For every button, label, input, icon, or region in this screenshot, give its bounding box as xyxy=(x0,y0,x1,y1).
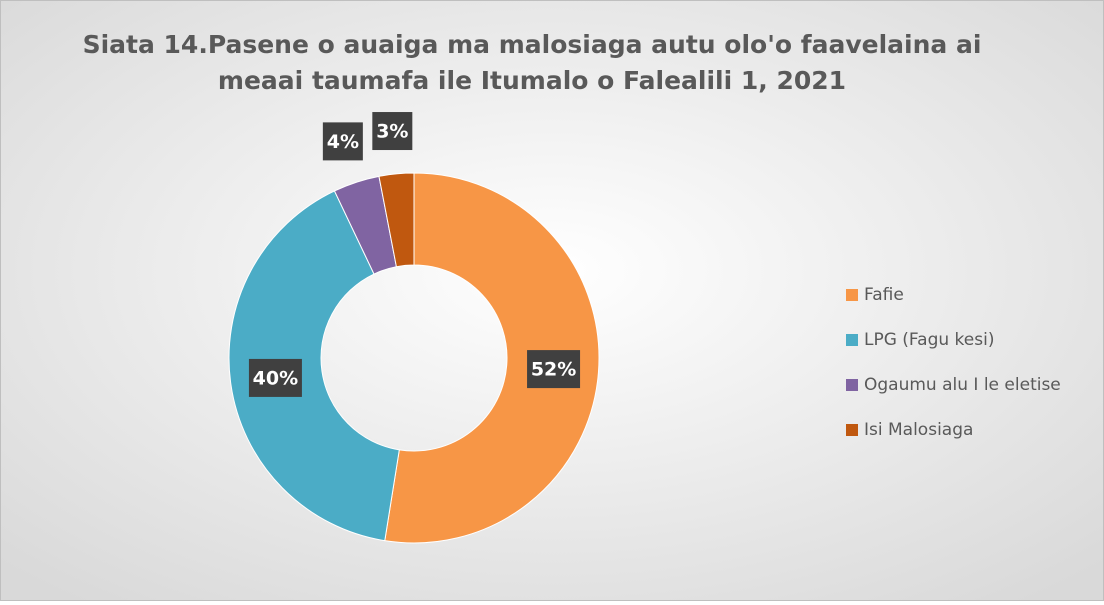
legend-label: Isi Malosiaga xyxy=(864,420,973,440)
data-label-box xyxy=(322,122,363,161)
chart-title: Siata 14.Pasene o auaiga ma malosiaga au… xyxy=(83,30,982,59)
data-label-box xyxy=(527,350,581,389)
legend-swatch xyxy=(846,379,858,391)
data-label-box xyxy=(372,112,413,151)
legend-label: LPG (Fagu kesi) xyxy=(864,330,994,350)
legend-label: Ogaumu alu I le eletise xyxy=(864,375,1061,395)
legend-swatch xyxy=(846,289,858,301)
donut-slice xyxy=(378,172,415,268)
data-label: 3% xyxy=(376,121,408,143)
data-label: 40% xyxy=(253,367,298,389)
donut-slice xyxy=(228,190,400,542)
legend-swatch xyxy=(846,334,858,346)
chart-title: meaai taumafa ile Itumalo o Falealili 1,… xyxy=(218,66,846,95)
legend-label: Fafie xyxy=(864,285,904,305)
data-label: 52% xyxy=(531,359,576,381)
data-label-box xyxy=(248,358,302,397)
data-label: 4% xyxy=(327,131,359,153)
legend-swatch xyxy=(846,424,858,436)
donut-slice xyxy=(384,172,600,544)
